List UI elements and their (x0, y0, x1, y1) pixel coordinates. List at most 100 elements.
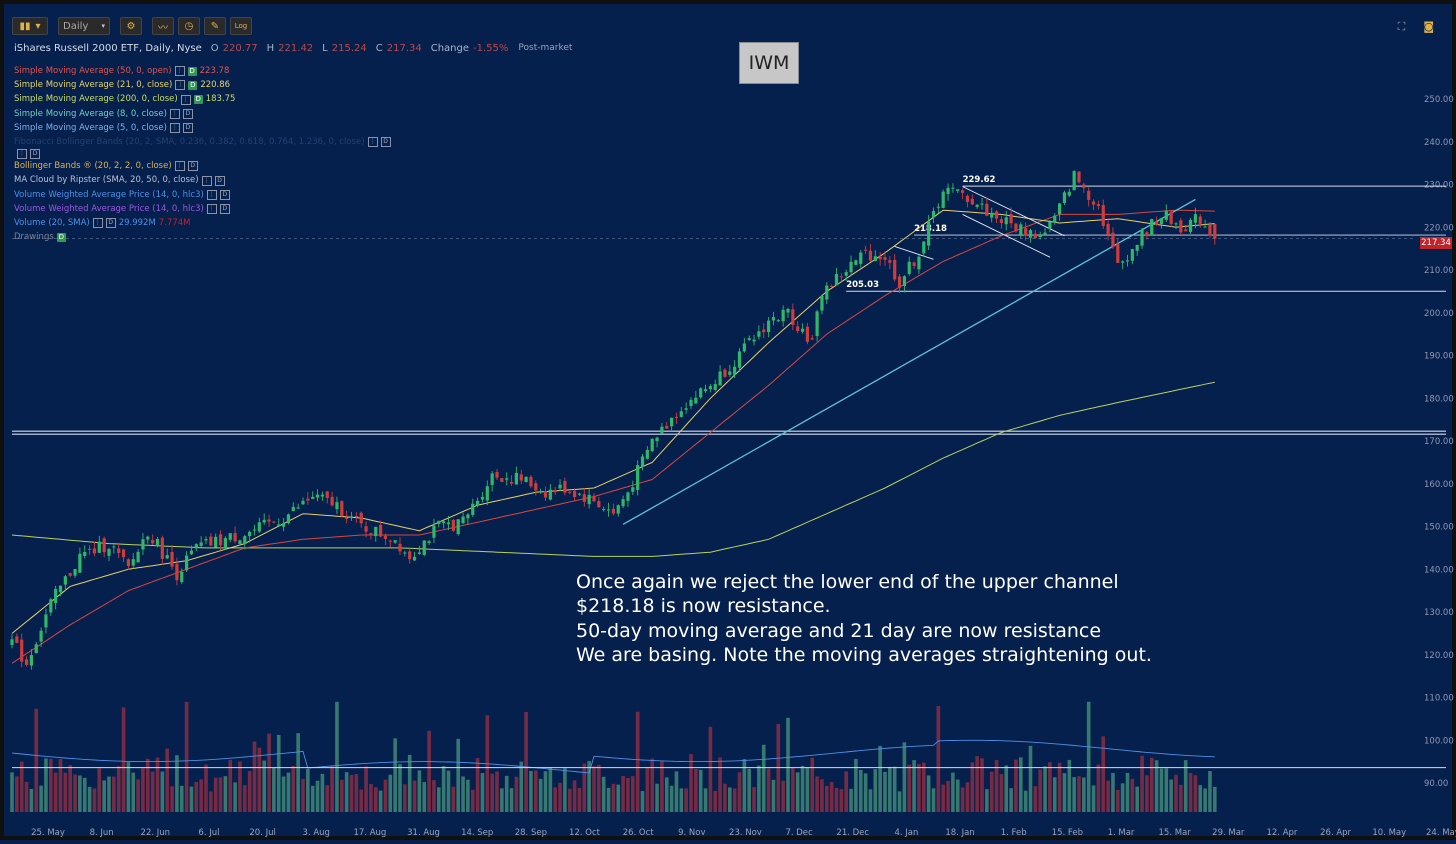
volume-bar (786, 717, 790, 812)
volume-bar (567, 788, 572, 812)
volume-sma-line (11, 739, 1215, 774)
draw-button[interactable]: ✎ (204, 17, 226, 35)
volume-bar (39, 785, 43, 812)
legend-row[interactable]: Volume Weighted Average Price (14, 0, hl… (14, 202, 391, 216)
display-toggle-icon[interactable]: D (219, 203, 230, 214)
volume-bar (412, 780, 417, 812)
compare-button[interactable]: 〰 (152, 17, 174, 35)
legend-row[interactable]: Volume (20, SMA) ⋮ D 29.992M 7.774M (14, 216, 391, 230)
log-label: Log (234, 22, 248, 30)
candle-body (427, 541, 431, 543)
candle-body (951, 187, 955, 189)
volume-bar (276, 734, 281, 812)
legend-row[interactable]: Volume Weighted Average Price (14, 0, hl… (14, 188, 391, 202)
info-icon[interactable]: ⋮ (92, 218, 103, 229)
info-icon[interactable]: ⋮ (169, 122, 180, 133)
volume-bar (63, 772, 68, 812)
info-icon[interactable]: ⋮ (180, 94, 191, 105)
camera-icon[interactable]: ◙ (1423, 20, 1434, 33)
legend-row[interactable]: Drawings D (14, 230, 391, 244)
volume-bar (1057, 762, 1062, 812)
time-button[interactable]: ◷ (178, 17, 200, 35)
candle-body (369, 533, 373, 536)
legend-row[interactable]: Bollinger Bands ® (20, 2, 2, 0, close) ⋮ D (14, 159, 391, 173)
display-toggle-icon[interactable]: D (214, 175, 225, 186)
chart-type-button[interactable]: ▮▮ ▾ (12, 17, 48, 35)
legend-row[interactable]: ⋮ D (14, 149, 391, 160)
legend-row[interactable]: Simple Moving Average (50, 0, open) ⋮ D 223… (14, 64, 391, 78)
volume-bar (713, 790, 718, 812)
info-icon[interactable]: ⋮ (206, 203, 217, 214)
volume-bar (553, 787, 557, 812)
volume-bar (209, 791, 213, 812)
volume-bar (534, 770, 538, 812)
candle-body (24, 659, 29, 665)
display-toggle-icon[interactable]: D (188, 80, 198, 90)
legend-row[interactable]: Simple Moving Average (5, 0, close) ⋮ D (14, 121, 391, 135)
candle-body (994, 211, 999, 219)
volume-bar (330, 766, 334, 812)
display-toggle-icon[interactable]: D (56, 232, 66, 242)
legend-row[interactable]: Simple Moving Average (8, 0, close) ⋮ D (14, 107, 391, 121)
candle-body (117, 548, 121, 554)
legend-row[interactable]: MA Cloud by Ripster (SMA, 20, 50, 0, clo… (14, 173, 391, 187)
info-icon[interactable]: ⋮ (17, 149, 27, 160)
x-tick-label: 18. Jan (945, 828, 974, 838)
volume-bar (1125, 772, 1130, 812)
volume-bar (592, 766, 596, 812)
log-scale-button[interactable]: Log (230, 17, 252, 35)
volume-bar (1174, 774, 1178, 812)
candle-body (757, 331, 761, 337)
candle-body (345, 517, 349, 519)
volume-bar (936, 705, 941, 812)
volume-bar (470, 789, 475, 812)
candle-body (834, 274, 839, 286)
display-toggle-icon[interactable]: D (187, 161, 198, 172)
candle-body (68, 573, 72, 576)
display-toggle-icon[interactable]: D (182, 122, 193, 133)
info-icon[interactable]: ⋮ (367, 137, 378, 148)
volume-bar (795, 772, 800, 812)
legend-row[interactable]: Simple Moving Average (200, 0, close) ⋮ D 1… (14, 92, 391, 106)
settings-button[interactable]: ⚙ (120, 17, 142, 35)
candle-body (752, 339, 756, 342)
volume-bar (378, 790, 383, 812)
display-toggle-icon[interactable]: D (105, 218, 116, 229)
display-toggle-icon[interactable]: D (182, 108, 193, 119)
price-chart[interactable]: 250.00 240.00 230.00 220.00 210.00 200.00 190.… (4, 4, 1456, 844)
volume-bar (495, 771, 499, 812)
chart-annotation: Once again we reject the lower end of th… (576, 570, 1152, 667)
info-icon[interactable]: ⋮ (174, 66, 185, 77)
x-tick-label: 26. Oct (623, 828, 655, 838)
volume-bar (868, 789, 873, 812)
legend-row[interactable]: Fibonacci Bollinger Bands (20, 2, SMA, 0… (14, 135, 391, 149)
volume-bar (340, 779, 344, 812)
candle-body (854, 260, 858, 265)
info-icon[interactable]: ⋮ (201, 175, 212, 186)
fullscreen-icon[interactable]: ⛶ (1397, 20, 1406, 33)
info-icon[interactable]: ⋮ (174, 161, 185, 172)
volume-bar (87, 786, 92, 812)
candle-body (383, 535, 388, 539)
candle-body (786, 308, 790, 313)
display-toggle-icon[interactable]: D (380, 137, 391, 148)
display-toggle-icon[interactable]: D (193, 95, 203, 104)
info-icon[interactable]: ⋮ (206, 189, 217, 200)
info-icon[interactable]: ⋮ (175, 80, 186, 91)
volume-bar (296, 733, 300, 812)
display-toggle-icon[interactable]: D (219, 189, 230, 200)
candle-body (194, 544, 198, 549)
display-toggle-icon[interactable]: D (30, 149, 40, 160)
volume-bar (58, 759, 63, 812)
volume-bar (34, 708, 39, 812)
candle-body (747, 338, 751, 340)
candle-body (359, 512, 363, 524)
volume-bar (1120, 783, 1125, 812)
sma-200-line (11, 381, 1215, 557)
info-icon[interactable]: ⋮ (169, 108, 180, 119)
legend-row[interactable]: Simple Moving Average (21, 0, close) ⋮ D 22… (14, 78, 391, 92)
candle-body (514, 472, 518, 485)
display-toggle-icon[interactable]: D (187, 66, 197, 76)
y-tick-label: 190.00 (1424, 352, 1454, 362)
interval-select[interactable]: Daily ▾ (58, 17, 110, 35)
